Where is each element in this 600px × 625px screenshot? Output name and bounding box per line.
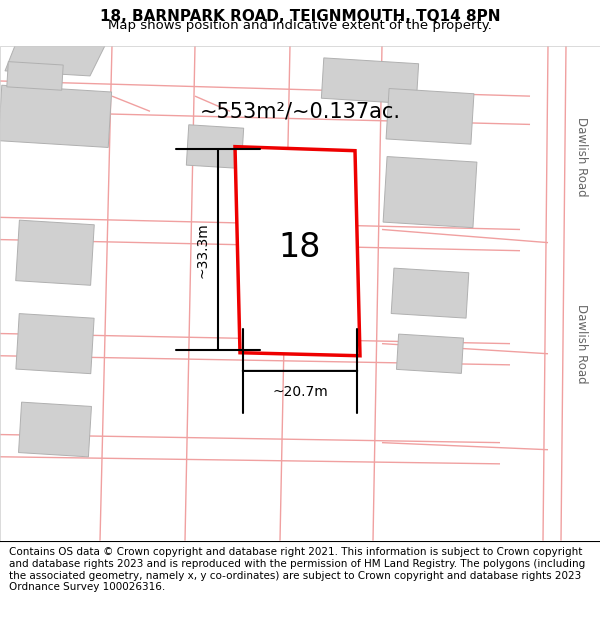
Polygon shape	[19, 402, 91, 457]
Text: ~33.3m: ~33.3m	[195, 222, 209, 278]
Text: 18, BARNPARK ROAD, TEIGNMOUTH, TQ14 8PN: 18, BARNPARK ROAD, TEIGNMOUTH, TQ14 8PN	[100, 9, 500, 24]
Text: 18: 18	[279, 231, 321, 264]
Polygon shape	[5, 46, 105, 76]
Text: Map shows position and indicative extent of the property.: Map shows position and indicative extent…	[108, 19, 492, 32]
Polygon shape	[322, 58, 419, 104]
Polygon shape	[383, 156, 477, 228]
Polygon shape	[235, 147, 360, 356]
Text: ~553m²/~0.137ac.: ~553m²/~0.137ac.	[200, 101, 401, 121]
Polygon shape	[7, 62, 63, 90]
Text: Contains OS data © Crown copyright and database right 2021. This information is : Contains OS data © Crown copyright and d…	[9, 548, 585, 592]
Polygon shape	[16, 220, 94, 285]
Polygon shape	[16, 314, 94, 374]
Text: Dawlish Road: Dawlish Road	[575, 304, 587, 384]
Text: Dawlish Road: Dawlish Road	[575, 117, 587, 196]
Polygon shape	[0, 85, 112, 148]
Text: ~20.7m: ~20.7m	[272, 385, 328, 399]
Polygon shape	[386, 89, 474, 144]
Polygon shape	[397, 334, 464, 373]
Polygon shape	[187, 125, 244, 169]
Polygon shape	[391, 268, 469, 318]
